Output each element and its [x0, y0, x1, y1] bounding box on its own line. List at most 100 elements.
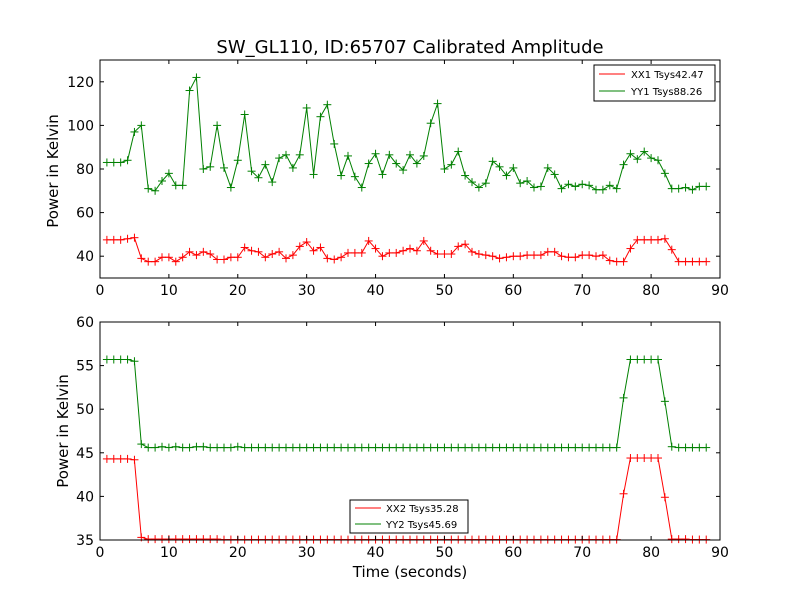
top-chart-series-0-point	[295, 242, 304, 251]
top-chart-series-1-point	[371, 149, 380, 158]
bottom-chart-series-1-point	[385, 443, 394, 452]
top-chart-series-0-point	[654, 235, 662, 244]
top-chart-series-1-point	[102, 158, 111, 167]
top-chart-series-1-point	[364, 159, 373, 168]
top-chart-series-0-point	[357, 248, 366, 257]
top-chart-series-0-point	[592, 252, 600, 261]
top-chart-series-1-point	[337, 171, 346, 180]
top-chart-series-0-point	[192, 251, 201, 260]
top-chart-series-0-point	[461, 240, 470, 249]
bottom-chart-series-1-point	[419, 443, 428, 452]
top-chart-series-1-point	[557, 184, 566, 193]
top-chart-series-0-point	[199, 247, 208, 256]
top-chart-series-1-point	[123, 156, 132, 165]
top-chart-series-1-point	[109, 158, 118, 167]
bottom-chart: Power in Kelvin Time (seconds) 0 10 20 30 40…	[54, 315, 729, 581]
top-chart-series-0-point	[667, 245, 676, 254]
top-chart-series-0-point	[619, 257, 628, 266]
top-chart-legend-xx1-label: XX1 Tsys42.47	[631, 70, 704, 81]
top-chart-series-1-point	[633, 155, 642, 164]
bottom-chart-series-1-point	[626, 355, 635, 364]
bottom-chart-series-1-point	[509, 443, 518, 452]
top-chart-series-1-point	[185, 86, 194, 95]
top-chart-series-0-point	[247, 246, 256, 255]
bottom-chart-series-0-point	[109, 454, 118, 463]
bottom-chart-series-1-point	[640, 355, 649, 364]
bottom-chart-ytick-label: 35	[76, 533, 94, 549]
bottom-chart-series-0-point	[185, 535, 194, 544]
top-chart-series-1-point	[385, 150, 394, 159]
bottom-chart-xtick-label: 90	[711, 545, 729, 561]
top-chart-series-1-point	[192, 73, 201, 82]
bottom-chart-series-1-point	[702, 443, 711, 452]
top-chart-series-1-point	[220, 163, 228, 172]
top-chart-series-0-point	[350, 248, 359, 257]
top-chart-series-1-point	[323, 100, 332, 109]
top-chart-series-0-point	[674, 257, 683, 266]
top-chart-series-0-point	[261, 253, 270, 262]
top-chart-series-1-point	[550, 170, 559, 179]
bottom-chart-series-1-point	[412, 443, 421, 452]
top-chart-legend-yy1-label: YY1 Tsys88.26	[630, 87, 702, 98]
bottom-chart-legend-yy2-label: YY2 Tsys45.69	[385, 520, 457, 531]
top-chart-series-1-point	[199, 165, 208, 173]
bottom-chart-ytick-label: 50	[76, 402, 94, 418]
bottom-chart-legend: XX2 Tsys35.28 YY2 Tsys45.69	[349, 499, 469, 534]
bottom-chart-series-1-point	[468, 443, 476, 452]
top-chart-series-0-point	[516, 252, 525, 261]
top-chart-series-1-point	[440, 165, 449, 173]
top-chart-series-0-point	[406, 244, 414, 253]
bottom-chart-series-0-point	[626, 454, 635, 463]
bottom-chart-series-1-point	[247, 443, 256, 452]
top-chart-series-0-point	[419, 236, 428, 245]
top-chart-title: SW_GL110, ID:65707 Calibrated Amplitude	[216, 37, 603, 58]
bottom-chart-series-1-point	[275, 443, 284, 452]
top-chart-series-0-point	[633, 235, 642, 244]
bottom-chart-series-1-point	[151, 443, 160, 452]
top-chart-series-0-point	[392, 248, 401, 257]
bottom-chart-series-1-point	[288, 443, 297, 452]
bottom-chart-series-0-point	[633, 454, 642, 463]
top-chart-series-1-point	[654, 156, 662, 165]
top-chart-xtick-label: 10	[160, 283, 178, 299]
top-chart-series-0-point	[282, 254, 290, 263]
top-chart-series-0-point	[344, 248, 352, 257]
bottom-chart-series-0-point	[178, 535, 187, 544]
top-chart-series-1-point	[612, 184, 621, 193]
top-chart-series-1-point	[592, 185, 600, 194]
bottom-chart-series-1-point	[633, 355, 642, 364]
top-chart-ytick-label: 120	[67, 75, 94, 91]
top-chart-ytick-label: 60	[76, 206, 94, 222]
bottom-chart-series-1-point	[185, 443, 194, 452]
top-chart-xtick-label: 0	[96, 283, 105, 299]
top-chart-series-1-point	[481, 179, 490, 188]
top-chart-series-1-point	[688, 185, 697, 194]
bottom-chart-series-1-point	[516, 443, 525, 452]
top-chart-series-1-point	[619, 160, 628, 169]
bottom-chart-series-0-point	[123, 454, 132, 463]
top-chart-series-0-point	[536, 251, 545, 260]
bottom-chart-series-1-point	[102, 355, 111, 364]
top-chart-series-0-point	[412, 246, 421, 255]
top-chart-series-1-point	[461, 171, 470, 180]
top-chart-series-1-point	[447, 160, 456, 169]
bottom-chart-series-1-point	[647, 355, 656, 364]
top-chart-series-1-point	[474, 183, 483, 192]
bottom-chart-series-1-point	[371, 443, 380, 452]
top-chart-series-0-point	[371, 244, 380, 253]
bottom-chart-ticks: 0 10 20 30 40 50 60 70 80 90 35 40 45 50 55 60	[76, 315, 729, 561]
top-chart-series-1-point	[171, 181, 180, 190]
top-chart-series-0-point	[530, 251, 538, 260]
bottom-chart-series-1-point	[592, 443, 600, 452]
top-chart-series-1-point	[330, 139, 339, 148]
top-chart-series-1-point	[454, 147, 463, 156]
top-chart-series-0-point	[206, 250, 215, 259]
top-chart-series-0-point	[495, 254, 504, 263]
top-chart-series-1-point	[509, 163, 518, 172]
bottom-chart-series-1-point	[116, 355, 125, 364]
top-chart-series-1-point	[295, 150, 304, 159]
top-chart-series-0-line	[106, 237, 707, 263]
top-chart-xtick-label: 30	[298, 283, 316, 299]
bottom-chart-series-0-point	[144, 535, 153, 544]
